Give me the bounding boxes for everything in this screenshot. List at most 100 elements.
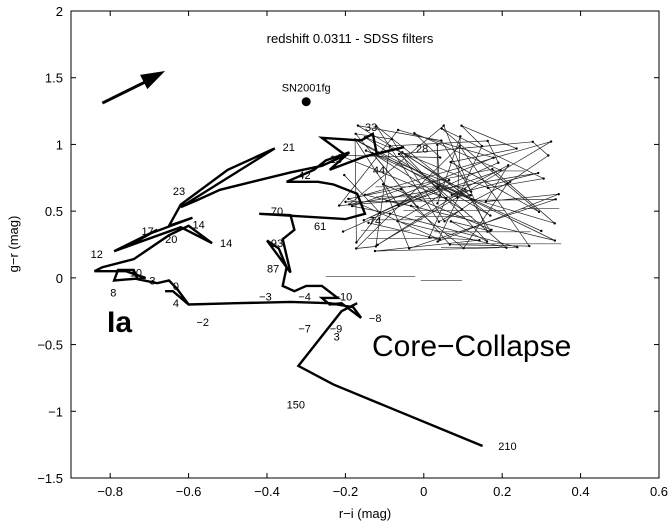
core-collapse-point xyxy=(375,125,378,128)
x-tick-label: −0.4 xyxy=(254,484,280,499)
core-collapse-point xyxy=(445,197,448,200)
sn2001fg-label: SN2001fg xyxy=(282,83,331,95)
chart-title: redshift 0.0311 - SDSS filters xyxy=(267,31,434,46)
day-label: 210 xyxy=(498,441,516,453)
core-collapse-point xyxy=(515,147,518,150)
core-collapse-point xyxy=(497,161,500,164)
ia-track-line xyxy=(93,131,405,319)
core-collapse-point xyxy=(397,152,401,156)
day-label: 21 xyxy=(283,142,295,154)
core-collapse-point xyxy=(356,124,360,127)
day-label: 93 xyxy=(271,238,283,250)
day-label: 87 xyxy=(267,264,279,276)
core-collapse-point xyxy=(460,124,463,127)
core-collapse-point xyxy=(553,222,556,225)
core-collapse-point xyxy=(492,156,495,159)
day-label: 20 xyxy=(165,234,177,246)
core-collapse-label: Core−Collapse xyxy=(372,330,571,363)
core-collapse-point xyxy=(399,188,403,191)
core-collapse-point xyxy=(437,220,441,223)
day-label: 23 xyxy=(173,186,185,198)
day-label: 13 xyxy=(330,154,342,166)
core-collapse-point xyxy=(381,183,385,186)
ia-tail-line xyxy=(296,302,484,448)
core-collapse-point xyxy=(354,132,357,135)
core-collapse-point xyxy=(542,177,545,180)
x-tick-label: 0.6 xyxy=(650,484,668,499)
day-label: 28 xyxy=(416,143,428,155)
core-collapse-point xyxy=(442,124,445,127)
day-label: 17 xyxy=(142,226,154,238)
core-collapse-point xyxy=(388,144,392,148)
core-collapse-point xyxy=(407,247,411,250)
core-collapse-point xyxy=(456,196,459,199)
core-collapse-point xyxy=(459,135,462,138)
day-label: 61 xyxy=(314,221,326,233)
day-label: 150 xyxy=(287,400,305,412)
core-collapse-point xyxy=(480,144,484,148)
core-collapse-point xyxy=(507,164,510,167)
core-collapse-point xyxy=(374,245,378,248)
core-collapse-point xyxy=(516,245,519,249)
day-labels: 33 21 28 13 42 44 23 70 61 74 17 14 20 14 12 93 87 10 3 0 8 4… xyxy=(91,122,517,453)
core-collapse-point xyxy=(378,211,382,214)
core-collapse-point xyxy=(350,204,354,208)
core-collapse-point xyxy=(469,194,472,197)
core-collapse-point xyxy=(436,202,439,205)
ia-label: Ia xyxy=(107,306,132,339)
core-collapse-point xyxy=(537,210,541,214)
day-label: 8 xyxy=(110,288,116,300)
day-label: −8 xyxy=(369,313,382,325)
day-label: −7 xyxy=(298,324,311,336)
core-collapse-point xyxy=(438,156,442,159)
core-collapse-point xyxy=(347,197,350,201)
x-tick-label: −0.2 xyxy=(333,484,359,499)
core-collapse-point xyxy=(397,128,400,132)
core-collapse-point xyxy=(364,149,368,152)
day-label: 44 xyxy=(373,165,385,177)
day-label: 0 xyxy=(173,281,179,293)
day-label: 14 xyxy=(220,238,232,250)
x-tick-label: −0.8 xyxy=(97,484,123,499)
core-collapse-tracks xyxy=(325,124,562,281)
x-tick-label: −0.6 xyxy=(176,484,202,499)
core-collapse-point xyxy=(388,212,392,215)
y-tick-label: −1 xyxy=(48,404,63,419)
core-collapse-point xyxy=(547,154,550,157)
core-collapse-point xyxy=(491,167,494,171)
day-label: 3 xyxy=(334,332,340,344)
axis-ticks: −0.8 −0.6 −0.4 −0.2 0 0.2 0.4 0.6 −1.5 −1 −0.5 0 0.5… xyxy=(37,4,668,499)
core-collapse-point xyxy=(447,178,451,182)
day-label: 10 xyxy=(130,268,142,280)
core-collapse-point xyxy=(528,244,531,248)
core-collapse-point xyxy=(355,241,358,244)
core-collapse-point xyxy=(531,140,534,143)
y-tick-label: 0 xyxy=(56,271,63,286)
core-collapse-point xyxy=(436,187,439,190)
day-label: −9 xyxy=(330,324,343,336)
core-collapse-point xyxy=(486,186,490,190)
core-collapse-point xyxy=(557,192,560,196)
y-tick-label: 1.5 xyxy=(45,71,63,86)
day-label: 14 xyxy=(193,219,205,231)
core-collapse-point xyxy=(540,229,543,233)
day-label: 12 xyxy=(91,249,103,261)
core-collapse-point xyxy=(485,240,489,243)
y-tick-label: 0.5 xyxy=(45,204,63,219)
core-collapse-point xyxy=(367,221,370,224)
core-collapse-track xyxy=(354,125,555,246)
day-label: 3 xyxy=(149,276,155,288)
day-label: −3 xyxy=(259,292,272,304)
core-collapse-point xyxy=(490,228,493,232)
core-collapse-point xyxy=(436,240,439,243)
day-label: −2 xyxy=(196,317,209,329)
core-collapse-track xyxy=(339,132,530,252)
core-collapse-point xyxy=(344,200,347,204)
annotations: SN2001fg xyxy=(101,71,331,107)
sn2001fg-point xyxy=(301,97,311,107)
core-collapse-point xyxy=(440,127,443,130)
core-collapse-point xyxy=(553,239,557,242)
core-collapse-point xyxy=(486,139,489,143)
core-collapse-point xyxy=(489,214,492,217)
